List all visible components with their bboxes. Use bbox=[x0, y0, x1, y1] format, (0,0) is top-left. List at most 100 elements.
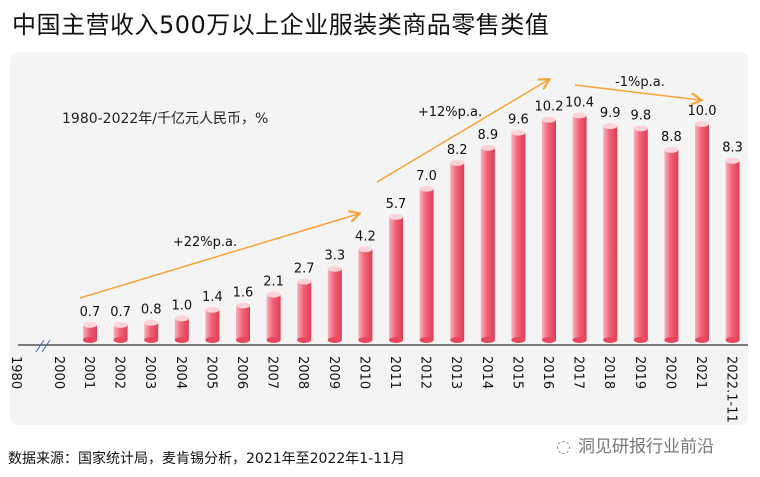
x-tick-label: 1980 bbox=[8, 356, 23, 389]
x-tick-label: 2013 bbox=[448, 356, 463, 389]
bar bbox=[113, 324, 128, 340]
bar-base bbox=[358, 337, 373, 343]
x-tick-label: 2014 bbox=[479, 356, 494, 389]
data-label: 8.2 bbox=[447, 143, 468, 158]
x-tick-label: 2003 bbox=[142, 356, 157, 389]
bar-base bbox=[633, 337, 648, 343]
x-tick-label: 2004 bbox=[173, 356, 188, 389]
bar-base bbox=[695, 337, 709, 343]
x-tick-label: 2018 bbox=[601, 356, 616, 389]
bar-top bbox=[297, 278, 312, 285]
data-label: 3.3 bbox=[324, 249, 345, 264]
data-label: 4.2 bbox=[355, 229, 376, 244]
bar bbox=[144, 322, 159, 340]
bar-base bbox=[511, 337, 526, 343]
chart-title: 中国主营收入500万以上企业服装类商品零售类值 bbox=[12, 11, 550, 39]
bar-base bbox=[480, 337, 495, 343]
x-tick-label: 2007 bbox=[265, 356, 280, 389]
x-tick-label: 2010 bbox=[356, 356, 371, 389]
axis-break-icon bbox=[35, 339, 51, 353]
bar-top bbox=[480, 144, 495, 151]
bar-top bbox=[542, 116, 556, 123]
bar bbox=[633, 128, 648, 340]
data-label: 9.9 bbox=[600, 106, 621, 121]
data-label: 10.2 bbox=[535, 100, 564, 115]
bar-top bbox=[83, 321, 97, 328]
x-tick-label: 2020 bbox=[662, 356, 677, 389]
bar-top bbox=[725, 157, 740, 164]
x-tick-label: 2015 bbox=[509, 356, 524, 389]
bar bbox=[205, 309, 220, 340]
data-source: 数据来源：国家统计局，麦肯锡分析，2021年至2022年1-11月 bbox=[8, 451, 406, 467]
bar-top bbox=[205, 306, 220, 313]
data-label: 2.1 bbox=[263, 275, 284, 290]
bar bbox=[83, 324, 97, 340]
bar-base bbox=[174, 337, 189, 343]
bar bbox=[266, 294, 281, 340]
bar bbox=[297, 281, 312, 340]
data-label: 0.7 bbox=[80, 305, 101, 320]
data-label: 8.9 bbox=[477, 128, 498, 143]
bar bbox=[358, 249, 373, 340]
bar bbox=[450, 162, 465, 340]
data-label: 10.4 bbox=[565, 95, 594, 110]
bar bbox=[725, 160, 740, 340]
wechat-icon: ◌ bbox=[556, 437, 571, 457]
data-label: 9.6 bbox=[508, 113, 529, 128]
watermark-text: 洞见研报行业前沿 bbox=[578, 437, 714, 457]
bar-base bbox=[236, 337, 250, 343]
x-tick-label: 2001 bbox=[81, 356, 96, 389]
chart-panel bbox=[10, 52, 748, 425]
bar-top bbox=[266, 291, 281, 298]
bar-top bbox=[572, 112, 587, 119]
data-label: 8.3 bbox=[722, 141, 743, 156]
bar-top bbox=[603, 123, 618, 130]
bar bbox=[572, 115, 587, 340]
x-tick-label: 2019 bbox=[632, 356, 647, 389]
data-label: 10.0 bbox=[688, 104, 717, 119]
bar-base bbox=[542, 337, 556, 343]
data-label: 0.8 bbox=[141, 303, 162, 318]
watermark: ◌ 洞见研报行业前沿 bbox=[556, 432, 714, 457]
data-label: 9.8 bbox=[630, 108, 651, 123]
bar-base bbox=[113, 337, 128, 343]
bar bbox=[603, 126, 618, 340]
bar-base bbox=[419, 337, 434, 343]
bar-base bbox=[450, 337, 465, 343]
growth-annotation: -1%p.a. bbox=[615, 75, 665, 90]
bar-base bbox=[266, 337, 281, 343]
x-tick-label: 2016 bbox=[540, 356, 555, 389]
x-tick-label: 2009 bbox=[326, 356, 341, 389]
bar-top bbox=[389, 213, 403, 220]
bar-base bbox=[664, 337, 679, 343]
x-tick-label: 2011 bbox=[387, 356, 402, 389]
bar-top bbox=[450, 159, 465, 166]
bar bbox=[480, 147, 495, 340]
bar-base bbox=[144, 337, 159, 343]
x-tick-label: 2017 bbox=[571, 356, 586, 389]
data-label: 7.0 bbox=[416, 169, 437, 184]
growth-annotation: +12%p.a. bbox=[418, 105, 482, 120]
growth-annotation: +22%p.a. bbox=[173, 235, 237, 250]
data-label: 0.7 bbox=[110, 305, 131, 320]
bar bbox=[236, 305, 250, 340]
bar bbox=[389, 216, 403, 340]
bar bbox=[327, 268, 342, 340]
bar-base bbox=[205, 337, 220, 343]
data-label: 1.6 bbox=[233, 285, 254, 300]
data-label: 2.7 bbox=[294, 262, 315, 277]
bar bbox=[419, 188, 434, 340]
bar bbox=[511, 132, 526, 340]
x-tick-label: 2021 bbox=[693, 356, 708, 389]
bar-top bbox=[511, 129, 526, 136]
data-label: 5.7 bbox=[386, 197, 407, 212]
bar bbox=[695, 124, 709, 340]
bar-base bbox=[603, 337, 618, 343]
data-label: 8.8 bbox=[661, 130, 682, 145]
trend-arrow bbox=[574, 84, 700, 100]
x-tick-label: 2002 bbox=[112, 356, 127, 389]
bar-top bbox=[358, 246, 373, 253]
bar-base bbox=[389, 337, 403, 343]
bar-top bbox=[695, 121, 709, 127]
